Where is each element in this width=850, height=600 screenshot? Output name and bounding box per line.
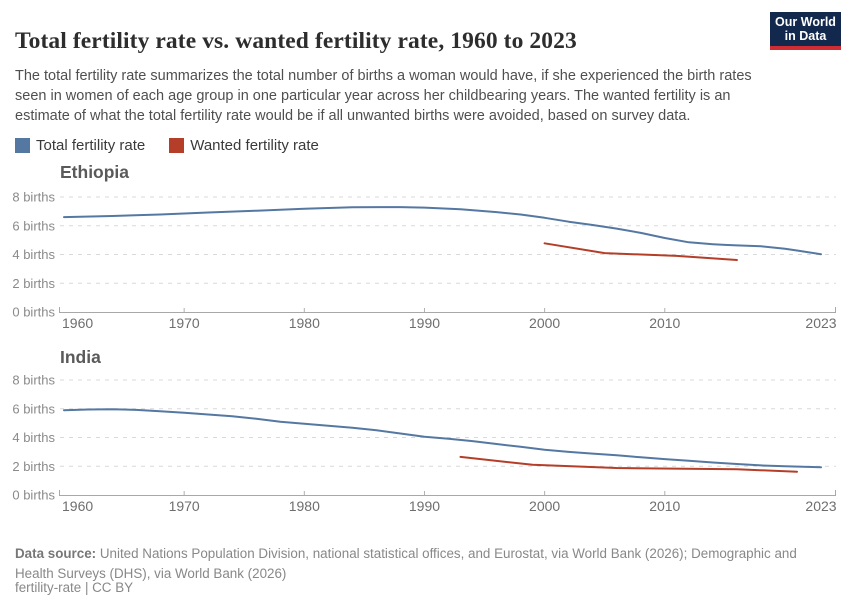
owid-logo-text: Our World in Data [775,15,836,43]
series-line-wanted-fertility-rate [459,455,798,473]
legend-item-wanted-fertility[interactable]: Wanted fertility rate [169,137,319,154]
legend-label: Wanted fertility rate [190,137,319,154]
series-line-total-fertility-rate [63,206,822,256]
y-axis-tick-label: 0 births [12,488,55,503]
y-axis-tick-label: 6 births [12,218,55,233]
data-source-label: Data source: [15,546,97,562]
india-chart: 0 births 2 births 4 births 6 births 8 births… [12,373,836,515]
x-axis-tick-label: 2023 [805,315,836,331]
legend-swatch-red [169,138,185,153]
x-axis-tick-label: 1990 [409,315,440,331]
legend-swatch-blue [15,138,30,153]
x-axis-tick-label: 1960 [62,498,93,514]
x-axis-tick-label: 2023 [805,498,836,514]
x-axis-tick-label: 1970 [169,498,200,514]
x-axis-tick-label: 2000 [529,315,560,331]
panel-title-ethiopia: Ethiopia [60,162,130,182]
license-note[interactable]: fertility-rate | CC BY [15,580,134,596]
owid-logo[interactable]: Our World in Data [770,12,841,50]
x-axis-tick-label: 2010 [649,498,680,514]
x-axis-tick-label: 1960 [62,315,93,331]
x-axis-tick-label: 1990 [409,498,440,514]
data-source-text: United Nations Population Division, nati… [15,546,797,581]
y-axis-tick-label: 8 births [12,373,55,388]
x-axis-tick-label: 2010 [649,315,680,331]
x-axis-tick-label: 1970 [169,315,200,331]
y-axis-tick-label: 4 births [12,430,55,445]
y-axis-tick-label: 6 births [12,401,55,416]
chart-legend: Total fertility rate Wanted fertility ra… [15,137,319,154]
series-line-wanted-fertility-rate [543,242,738,261]
y-axis-tick-label: 0 births [12,305,55,320]
y-axis-tick-label: 2 births [12,459,55,474]
ethiopia-chart: 0 births 2 births 4 births 6 births 8 births… [12,190,836,332]
y-axis-tick-label: 2 births [12,276,55,291]
page-title: Total fertility rate vs. wanted fertilit… [15,27,577,54]
data-source-note: Data source: United Nations Population D… [15,544,837,583]
chart-subtitle: The total fertility rate summarizes the … [15,67,752,125]
x-axis-tick-label: 2000 [529,498,560,514]
y-axis-tick-label: 8 births [12,190,55,205]
x-axis-tick-label: 1980 [289,498,320,514]
panel-title-india: India [60,347,101,367]
owid-logo-accent-bar [770,46,841,50]
x-axis-tick-label: 1980 [289,315,320,331]
y-axis-tick-label: 4 births [12,247,55,262]
legend-label: Total fertility rate [36,137,146,154]
legend-item-total-fertility[interactable]: Total fertility rate [15,137,145,154]
series-line-total-fertility-rate [63,408,822,469]
